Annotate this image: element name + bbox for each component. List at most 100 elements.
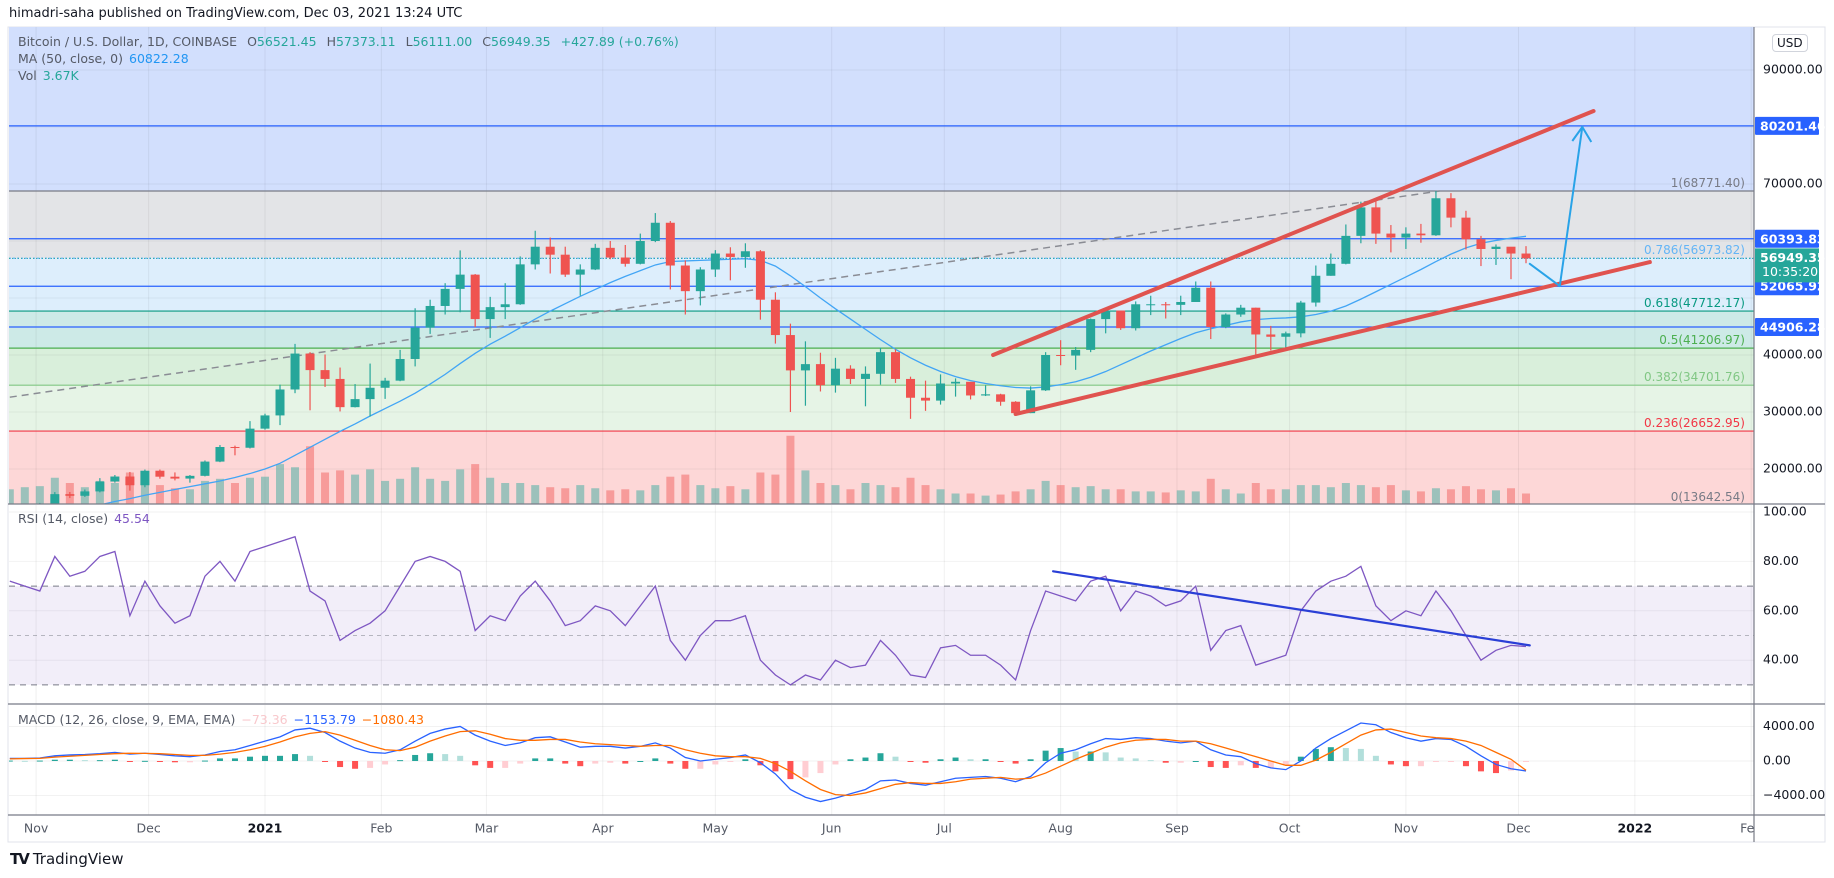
- candle[interactable]: [290, 343, 300, 394]
- candle[interactable]: [755, 250, 765, 320]
- candle[interactable]: [1521, 246, 1531, 264]
- candle[interactable]: [875, 347, 885, 385]
- price-level-badge[interactable]: [1755, 116, 1819, 135]
- candle[interactable]: [650, 213, 660, 243]
- channel-lower-line[interactable]: [1013, 260, 1652, 416]
- candle[interactable]: [395, 349, 405, 382]
- candle[interactable]: [500, 283, 510, 320]
- candle[interactable]: [1461, 210, 1471, 250]
- candle[interactable]: [245, 421, 255, 449]
- price-axis[interactable]: 90000.00 70000.00 40000.00 30000.00 20000.00…: [8, 27, 1826, 842]
- price-pane[interactable]: 1(68771.40) 0.786(56973.82) 0.618(47712.17…: [5, 27, 1754, 517]
- candle[interactable]: [1176, 295, 1186, 316]
- candle[interactable]: [1386, 225, 1396, 253]
- candle[interactable]: [936, 374, 946, 405]
- candle[interactable]: [1281, 331, 1291, 350]
- candle[interactable]: [440, 283, 450, 315]
- candle[interactable]: [590, 243, 600, 271]
- candle[interactable]: [260, 413, 270, 430]
- candle[interactable]: [1416, 223, 1426, 243]
- candle[interactable]: [1236, 304, 1246, 317]
- time-axis[interactable]: Nov Dec 2021 Feb Mar Apr May Jun Jul Aug Sep Oct Nov…: [24, 821, 1762, 836]
- candle[interactable]: [230, 445, 240, 456]
- candle[interactable]: [695, 267, 705, 306]
- rsi-pane[interactable]: [9, 505, 1754, 704]
- candle[interactable]: [1506, 246, 1516, 280]
- candle[interactable]: [1221, 313, 1231, 329]
- candle[interactable]: [1296, 300, 1306, 338]
- candle[interactable]: [725, 247, 735, 281]
- candle[interactable]: [1401, 227, 1411, 249]
- candle[interactable]: [365, 363, 375, 417]
- candle[interactable]: [1191, 281, 1201, 302]
- candle[interactable]: [906, 376, 916, 419]
- candle[interactable]: [921, 380, 931, 411]
- price-level-badge[interactable]: [1755, 318, 1819, 337]
- candle[interactable]: [966, 381, 976, 400]
- candle[interactable]: [1491, 244, 1501, 265]
- fib-trend-line[interactable]: [9, 190, 1440, 398]
- candle[interactable]: [605, 241, 615, 260]
- candle[interactable]: [425, 299, 435, 334]
- candle[interactable]: [335, 367, 345, 412]
- candle[interactable]: [800, 341, 810, 406]
- candle[interactable]: [530, 230, 540, 270]
- candle[interactable]: [455, 250, 465, 313]
- candle[interactable]: [125, 471, 135, 491]
- candle[interactable]: [1131, 301, 1141, 331]
- candle[interactable]: [996, 393, 1006, 406]
- candle[interactable]: [1341, 224, 1351, 265]
- candle[interactable]: [215, 445, 225, 463]
- currency-button[interactable]: USD: [1772, 34, 1808, 52]
- candle[interactable]: [200, 460, 210, 477]
- candle[interactable]: [1161, 301, 1171, 319]
- candle[interactable]: [1431, 191, 1441, 236]
- candle[interactable]: [485, 296, 495, 338]
- candle[interactable]: [80, 489, 90, 497]
- candle[interactable]: [830, 357, 840, 393]
- candle[interactable]: [95, 478, 105, 493]
- candle[interactable]: [1086, 318, 1096, 353]
- candle[interactable]: [740, 243, 750, 268]
- candle[interactable]: [1446, 193, 1456, 228]
- macd-pane[interactable]: [7, 705, 1754, 815]
- candle[interactable]: [680, 260, 690, 315]
- candle[interactable]: [140, 469, 150, 488]
- candle[interactable]: [981, 385, 991, 397]
- rsi-trend-line[interactable]: [1052, 570, 1531, 647]
- candle[interactable]: [710, 250, 720, 277]
- candle[interactable]: [410, 308, 420, 367]
- candle[interactable]: [770, 292, 780, 344]
- candle[interactable]: [1251, 307, 1261, 358]
- candle[interactable]: [891, 349, 901, 383]
- candle[interactable]: [1071, 347, 1081, 370]
- candle[interactable]: [845, 365, 855, 385]
- candle[interactable]: [350, 384, 360, 408]
- candle[interactable]: [951, 378, 961, 397]
- candle[interactable]: [575, 264, 585, 296]
- candle[interactable]: [1101, 308, 1111, 334]
- candle[interactable]: [185, 474, 195, 483]
- candle[interactable]: [1056, 340, 1066, 366]
- candle[interactable]: [275, 384, 285, 426]
- candle[interactable]: [1371, 201, 1381, 244]
- candle[interactable]: [545, 237, 555, 274]
- candle[interactable]: [620, 244, 630, 267]
- candle[interactable]: [110, 474, 120, 483]
- channel-upper-line[interactable]: [991, 109, 1596, 357]
- candle[interactable]: [560, 246, 570, 277]
- price-level-badge[interactable]: [1755, 229, 1819, 248]
- candle[interactable]: [305, 352, 315, 411]
- candle[interactable]: [635, 233, 645, 265]
- candle[interactable]: [320, 354, 330, 387]
- candle[interactable]: [860, 366, 870, 407]
- candle[interactable]: [1311, 265, 1321, 307]
- candle[interactable]: [665, 221, 675, 290]
- candle[interactable]: [470, 274, 480, 328]
- candle[interactable]: [380, 377, 390, 399]
- candle[interactable]: [1116, 310, 1126, 330]
- candle[interactable]: [1146, 295, 1156, 316]
- candle[interactable]: [1266, 325, 1276, 351]
- candle[interactable]: [1206, 281, 1216, 340]
